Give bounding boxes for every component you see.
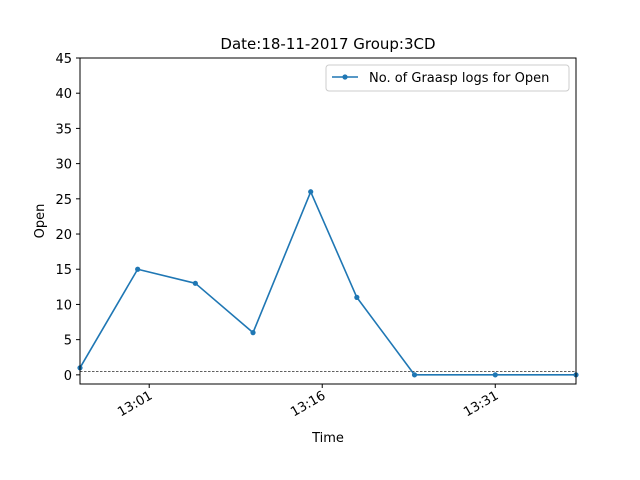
axes: 0 5 10 15 20 25 30 35 40 45 13:01 13:16 13:31 bbox=[55, 52, 577, 420]
y-tick-label: 15 bbox=[55, 263, 72, 278]
data-point bbox=[308, 189, 314, 195]
series-line bbox=[79, 190, 576, 376]
y-tick-label: 30 bbox=[55, 158, 72, 173]
data-point bbox=[411, 372, 418, 378]
x-axis-label: Time bbox=[311, 431, 344, 446]
plot-frame bbox=[79, 57, 577, 385]
y-tick-label: 40 bbox=[55, 87, 72, 102]
y-tick-label: 10 bbox=[55, 298, 72, 313]
x-tick-label: 13:16 bbox=[288, 388, 328, 420]
y-tick-label: 0 bbox=[64, 369, 72, 384]
y-tick-label: 25 bbox=[55, 193, 72, 208]
x-tick-label: 13:31 bbox=[461, 388, 501, 420]
y-tick-label: 45 bbox=[55, 52, 72, 67]
data-point bbox=[192, 280, 198, 286]
y-tick-label: 35 bbox=[55, 122, 72, 137]
legend-marker bbox=[342, 74, 348, 80]
plot-area bbox=[77, 189, 579, 378]
x-tick-label: 13:01 bbox=[115, 388, 155, 420]
data-point bbox=[492, 372, 498, 378]
data-point bbox=[250, 330, 256, 336]
data-point bbox=[354, 294, 360, 300]
chart-title: Date:18-11-2017 Group:3CD bbox=[220, 35, 435, 53]
y-axis-label: Open bbox=[33, 204, 48, 239]
legend-label: No. of Graasp logs for Open bbox=[369, 71, 549, 86]
y-tick-label: 5 bbox=[64, 334, 72, 349]
legend: No. of Graasp logs for Open bbox=[325, 64, 570, 92]
y-tick-label: 20 bbox=[55, 228, 72, 243]
data-point bbox=[135, 266, 141, 272]
legend-box bbox=[325, 64, 570, 92]
